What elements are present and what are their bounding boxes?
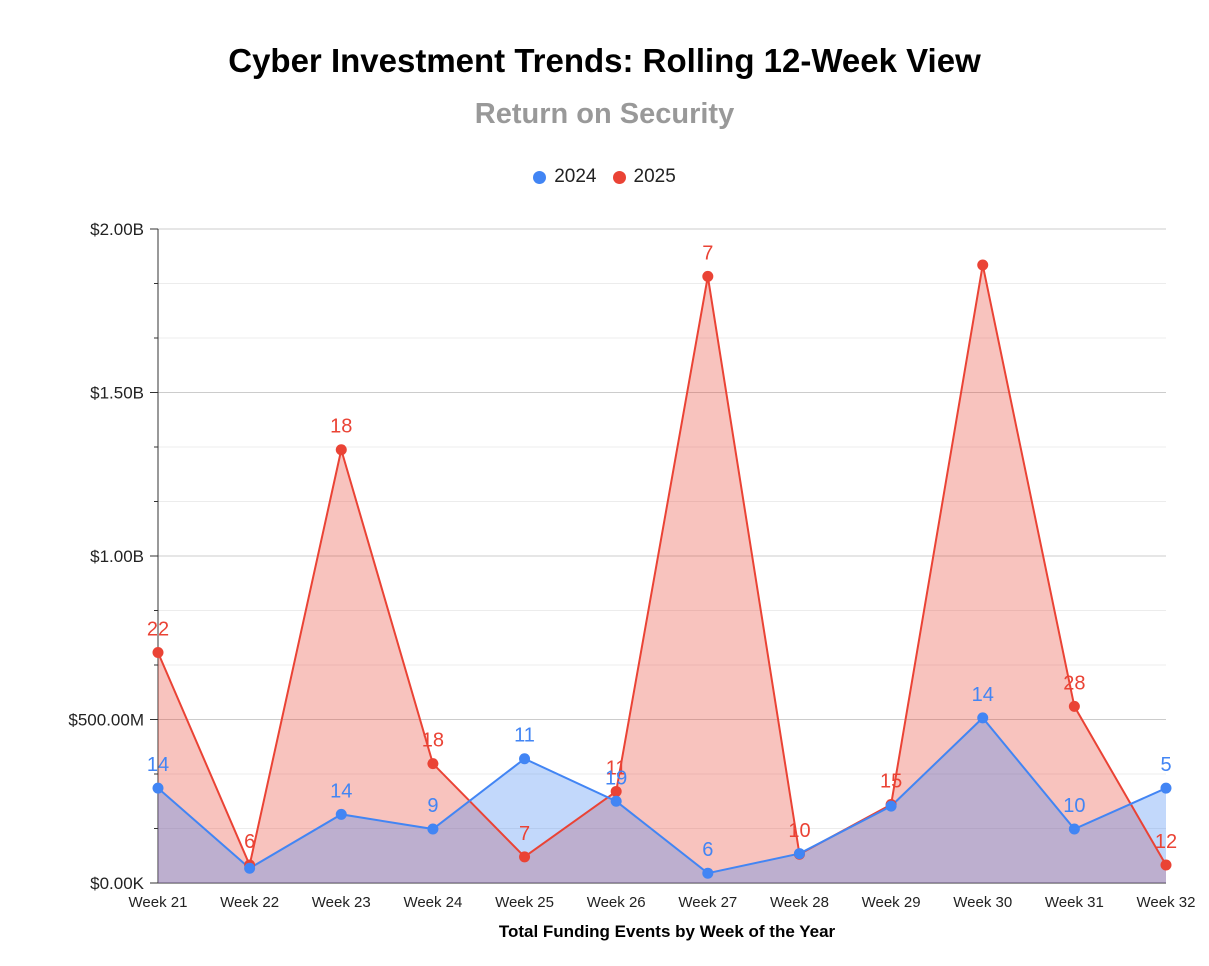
point-2025[interactable]: [519, 851, 531, 863]
legend-label-2025: 2025: [633, 166, 676, 187]
x-tick-label: Week 31: [1045, 894, 1104, 911]
x-tick-label: Week 23: [312, 894, 371, 911]
line-2024: [157, 716, 1167, 875]
data-label-2024: 14: [330, 780, 352, 802]
point-2024[interactable]: [152, 782, 164, 794]
data-label-2025: 18: [422, 730, 444, 752]
point-2024[interactable]: [427, 823, 439, 835]
point-2025[interactable]: [977, 259, 989, 271]
data-label-2025: 28: [1063, 672, 1085, 694]
x-axis-title: Total Funding Events by Week of the Year: [499, 922, 836, 941]
line-2025: [157, 264, 1167, 869]
legend-item-2024[interactable]: 2024: [533, 166, 597, 188]
legend-item-2025[interactable]: 2025: [612, 166, 676, 188]
data-label-2024: 5: [1160, 754, 1171, 776]
data-label-2025: 7: [702, 242, 713, 264]
x-tick-label: Week 28: [770, 894, 829, 911]
legend-marker-2025: [612, 170, 626, 184]
x-tick-label: Week 22: [220, 894, 279, 911]
point-2024[interactable]: [793, 848, 805, 860]
data-label-2025: 18: [330, 416, 352, 438]
point-2024[interactable]: [1160, 782, 1172, 794]
y-tick-label: $0.00K: [90, 874, 145, 893]
point-2024[interactable]: [244, 862, 256, 874]
point-2025[interactable]: [427, 758, 439, 770]
point-2024[interactable]: [335, 808, 347, 820]
y-tick-label: $2.00B: [90, 220, 144, 239]
data-label-2024: 10: [1063, 795, 1085, 817]
legend: 2024 2025: [0, 166, 1209, 188]
point-2024[interactable]: [977, 712, 989, 724]
data-label-2024: 6: [702, 839, 713, 861]
x-tick-label: Week 24: [403, 894, 462, 911]
data-label-2025: 10: [788, 820, 810, 842]
point-2024[interactable]: [885, 800, 897, 812]
x-tick-label: Week 30: [953, 894, 1012, 911]
data-label-2024: 9: [427, 795, 438, 817]
data-label-2024: 14: [147, 754, 169, 776]
data-label-2025: 7: [519, 823, 530, 845]
chart-subtitle: Return on Security: [474, 98, 735, 130]
y-tick-label: $1.00B: [90, 547, 144, 566]
point-2025[interactable]: [1068, 700, 1080, 712]
x-tick-label: Week 29: [862, 894, 921, 911]
legend-label-2024: 2024: [554, 166, 597, 187]
x-tick-label: Week 25: [495, 894, 554, 911]
point-2024[interactable]: [610, 795, 622, 807]
point-2025[interactable]: [335, 444, 347, 456]
point-2024[interactable]: [519, 753, 531, 765]
data-label-2024: 11: [514, 725, 535, 747]
point-2025[interactable]: [1160, 859, 1172, 871]
area-2024: [158, 717, 1166, 883]
data-label-2025: 6: [244, 831, 255, 853]
point-2024[interactable]: [702, 867, 714, 879]
x-tick-label: Week 27: [678, 894, 737, 911]
data-label-2025: 11: [606, 757, 627, 779]
point-2025[interactable]: [702, 270, 714, 282]
legend-marker-2024: [533, 170, 547, 184]
x-tick-label: Week 32: [1137, 894, 1196, 911]
point-2025[interactable]: [152, 646, 164, 658]
x-tick-label: Week 21: [129, 894, 188, 911]
data-label-2024: 14: [972, 684, 994, 706]
data-label-2025: 22: [147, 618, 169, 640]
x-tick-label: Week 26: [587, 894, 646, 911]
data-label-2025: 12: [1155, 831, 1177, 853]
y-tick-label: $500.00M: [68, 711, 144, 730]
data-label-2025: 15: [880, 771, 902, 793]
point-2025[interactable]: [610, 785, 622, 797]
data-label-2024: 19: [605, 767, 627, 789]
chart-title: Cyber Investment Trends: Rolling 12-Week…: [228, 42, 981, 79]
area-2025: [158, 264, 1166, 884]
point-2024[interactable]: [1068, 823, 1080, 835]
y-tick-label: $1.50B: [90, 384, 144, 403]
